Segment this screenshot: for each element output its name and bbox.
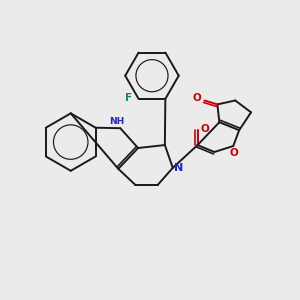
Text: O: O [192, 94, 201, 103]
Text: F: F [125, 93, 132, 103]
Text: O: O [230, 148, 239, 158]
Text: NH: NH [109, 117, 124, 126]
Text: N: N [174, 163, 183, 173]
Text: O: O [200, 124, 209, 134]
